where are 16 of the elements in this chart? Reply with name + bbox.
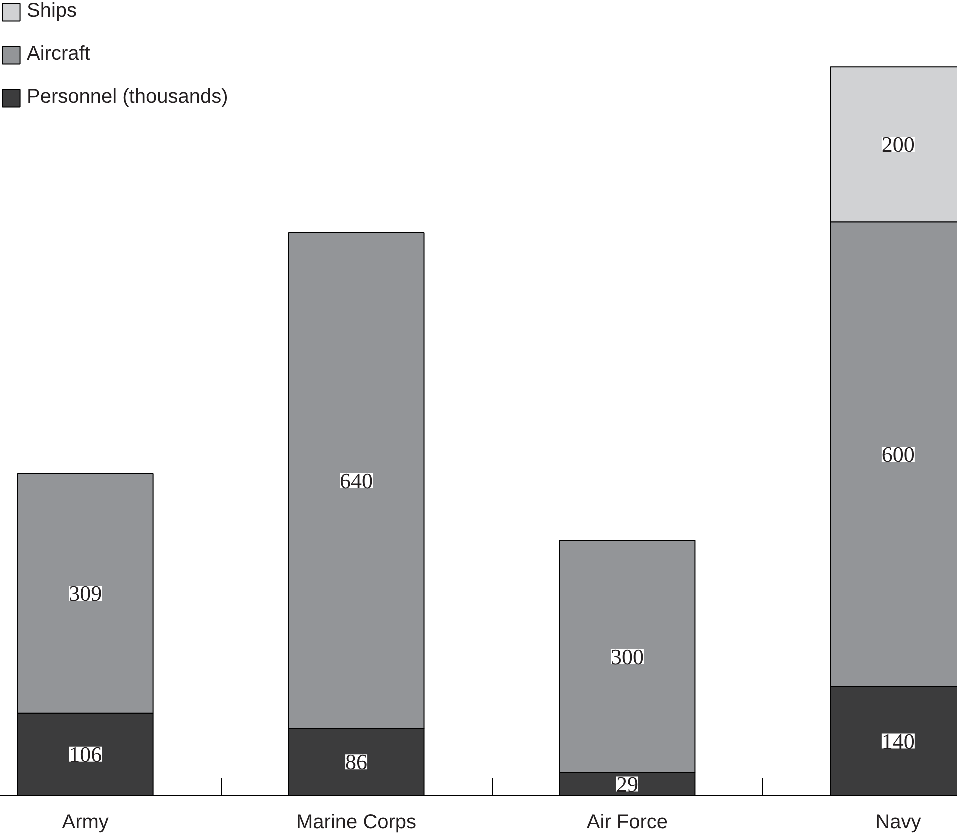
data-label: 29 (616, 772, 638, 797)
x-tick-label: Marine Corps (296, 812, 417, 834)
x-tick-label: Navy (876, 812, 922, 834)
data-label: 140 (882, 728, 915, 754)
legend-label: Personnel (thousands) (27, 86, 228, 109)
data-label: 600 (882, 442, 915, 468)
x-tick-label: Army (62, 812, 109, 834)
legend-label: Ships (27, 0, 78, 23)
data-label: 300 (610, 644, 644, 670)
data-label: 309 (69, 581, 102, 606)
data-label: 106 (69, 742, 102, 767)
legend-label: Aircraft (27, 43, 90, 66)
data-label: 640 (340, 468, 374, 494)
x-tick-label: Air Force (586, 812, 668, 834)
data-label: 200 (882, 132, 915, 158)
data-label: 86 (346, 750, 368, 775)
